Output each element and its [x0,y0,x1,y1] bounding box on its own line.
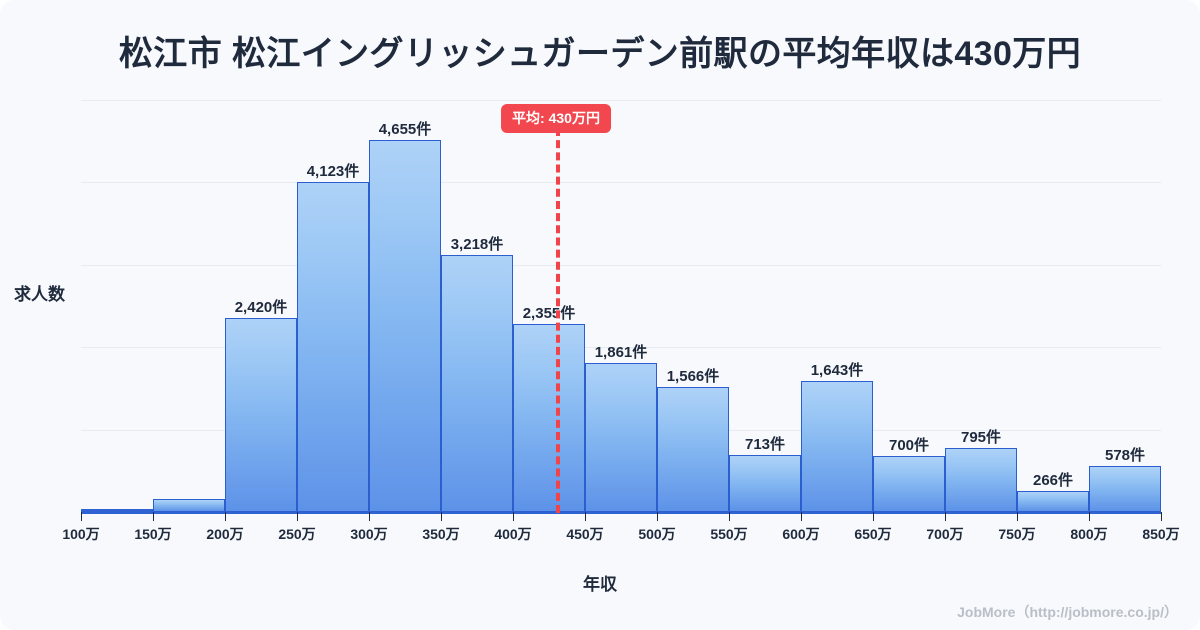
x-tick-label: 350万 [422,526,460,542]
bar[interactable] [369,140,441,512]
axis-tick [585,512,586,521]
axis-tick [729,512,730,521]
axis-tick [441,512,442,521]
bar[interactable] [945,448,1017,512]
axis-tick [513,512,514,521]
bar[interactable] [801,381,873,512]
x-tick-label: 400万 [494,526,532,542]
axis-tick [369,512,370,521]
x-tick-label: 500万 [638,526,676,542]
bar[interactable] [81,509,153,512]
axis-tick [225,512,226,521]
axis-tick [801,512,802,521]
gridline [81,265,1161,266]
bar-value-label: 1,861件 [594,344,648,361]
bar[interactable] [585,363,657,512]
average-line [556,128,560,513]
bar[interactable] [225,318,297,512]
bar-value-label: 795件 [960,429,1002,446]
bar-value-label: 1,566件 [666,368,720,385]
x-tick-label: 100万 [62,526,100,542]
x-axis-title: 年収 [583,575,617,594]
bar-value-label: 713件 [744,436,786,453]
bar[interactable] [153,499,225,512]
bar-value-label: 4,655件 [378,121,432,138]
axis-tick [1161,512,1162,521]
y-axis-title: 求人数 [14,285,65,304]
average-badge: 平均: 430万円 [501,104,611,133]
x-tick-label: 800万 [1070,526,1108,542]
bar-value-label: 266件 [1032,472,1074,489]
gridline [81,347,1161,348]
axis-tick [945,512,946,521]
x-tick-label: 150万 [134,526,172,542]
axis-tick [1089,512,1090,521]
x-tick-label: 550万 [710,526,748,542]
page-title: 松江市 松江イングリッシュガーデン前駅の平均年収は430万円 [118,35,1082,73]
bar-value-label: 2,420件 [234,299,288,316]
x-tick-label: 450万 [566,526,604,542]
axis-tick [1017,512,1018,521]
x-tick-label: 300万 [350,526,388,542]
bar[interactable] [297,182,369,512]
bar-value-label: 3,218件 [450,236,504,253]
bar[interactable] [1089,466,1161,512]
x-tick-label: 650万 [854,526,892,542]
x-tick-label: 200万 [206,526,244,542]
x-tick-label: 750万 [998,526,1036,542]
bar[interactable] [441,255,513,512]
bar[interactable] [657,387,729,512]
bar-value-label: 2,355件 [522,305,576,322]
bar[interactable] [1017,491,1089,512]
bar-value-label: 700件 [888,437,930,454]
bar-value-label: 4,123件 [306,163,360,180]
gridline [81,182,1161,183]
bar[interactable] [513,324,585,512]
axis-tick [81,512,82,521]
x-tick-label: 600万 [782,526,820,542]
axis-tick [297,512,298,521]
bar[interactable] [729,455,801,512]
watermark-footer: JobMore（http://jobmore.co.jp/） [957,604,1178,620]
x-tick-label: 250万 [278,526,316,542]
x-tick-label: 850万 [1142,526,1180,542]
x-tick-label: 700万 [926,526,964,542]
plot-area: 2,420件 4,123件 4,655件 3,218件 2,355件 1,861件 1,56… [81,100,1162,521]
axis-tick [873,512,874,521]
x-axis-line [81,512,1161,514]
bar-value-label: 1,643件 [810,362,864,379]
axis-tick [657,512,658,521]
bar[interactable] [873,456,945,512]
gridline [81,100,1161,101]
axis-tick [153,512,154,521]
bar-value-label: 578件 [1104,447,1146,464]
